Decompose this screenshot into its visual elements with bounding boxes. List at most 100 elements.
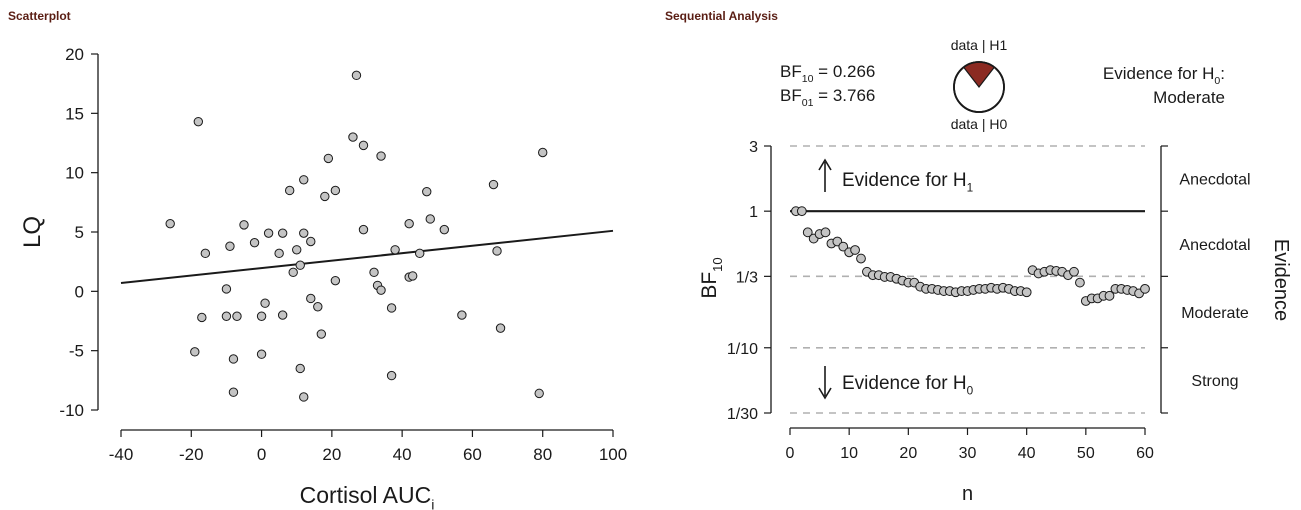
sequential-analysis-title: Sequential Analysis — [665, 9, 778, 23]
arrow-up-head — [818, 158, 832, 171]
x-tick-label: 80 — [533, 445, 552, 464]
scatter-point — [492, 246, 502, 256]
y-tick-label: 20 — [65, 45, 84, 64]
scatter-point — [330, 275, 341, 286]
bf-point — [850, 245, 860, 255]
x-tick-label: 100 — [599, 445, 627, 464]
y-tick-label: 0 — [75, 282, 84, 301]
pie-outline — [953, 61, 1005, 113]
x-tick-label: -40 — [109, 445, 134, 464]
scatter-point — [488, 179, 499, 190]
x-tick-label: 20 — [322, 445, 341, 464]
scatter-point — [232, 311, 242, 321]
scatter-point — [299, 392, 309, 402]
y-tick-label: 15 — [65, 104, 84, 123]
scatter-point — [306, 293, 316, 304]
scatter-point — [439, 224, 450, 235]
bf-point — [796, 206, 807, 217]
scatter-point — [386, 370, 397, 381]
scatter-point — [193, 116, 204, 127]
scatter-point — [299, 175, 309, 185]
scatter-point — [320, 191, 330, 202]
scatter-point — [260, 298, 270, 308]
bf-point — [1021, 287, 1032, 298]
scatter-plot-area — [91, 53, 614, 437]
scatter-point — [256, 349, 267, 359]
scatter-point — [200, 248, 211, 259]
regression-line — [120, 229, 614, 285]
bf-point — [1140, 283, 1150, 294]
scatter-point — [376, 151, 386, 161]
x-tick-label: 40 — [393, 445, 412, 464]
scatter-point — [457, 310, 467, 320]
evidence-conclusion-line2: Moderate — [1153, 88, 1225, 107]
scatter-point — [351, 70, 362, 81]
bf-point — [820, 227, 831, 238]
scatter-point — [404, 218, 414, 229]
y-tick-label: -10 — [59, 401, 84, 420]
y-axis-label: LQ — [19, 216, 46, 248]
scatter-point — [534, 388, 544, 399]
scatter-point — [295, 363, 305, 374]
evidence-category-label: Moderate — [1181, 305, 1249, 322]
bf10-value: BF10 = 0.266 — [780, 62, 875, 85]
bf-point — [838, 241, 849, 252]
scatter-point — [390, 245, 400, 255]
scatter-point — [239, 220, 249, 230]
scatter-point — [277, 228, 288, 238]
scatter-point — [288, 267, 298, 278]
n-tick-label: 30 — [959, 445, 977, 462]
sequential-plot-area — [764, 61, 1168, 435]
bf-point — [1104, 290, 1115, 301]
scatter-point — [256, 311, 267, 321]
x-tick-label: -20 — [179, 445, 204, 464]
scatter-point — [538, 147, 548, 158]
y-tick-label: 10 — [65, 164, 84, 183]
n-tick-label: 50 — [1077, 445, 1095, 462]
evidence-h1-label: Evidence for H1 — [842, 170, 973, 194]
scatter-point — [228, 354, 239, 364]
n-tick-label: 40 — [1018, 445, 1036, 462]
n-axis-label: n — [962, 483, 973, 505]
bf-y-tick-label: 1/30 — [727, 406, 758, 423]
scatter-point — [415, 248, 425, 259]
x-tick-label: 60 — [463, 445, 482, 464]
scatter-point — [369, 267, 379, 278]
n-tick-label: 0 — [786, 445, 795, 462]
scatter-point — [316, 329, 327, 339]
scatter-point — [386, 303, 397, 313]
y-tick-label: 5 — [75, 223, 84, 242]
bf-axis-label: BF10 — [698, 257, 725, 298]
scatter-point — [295, 260, 305, 270]
scatter-point — [225, 241, 235, 251]
bf-y-tick-label: 1/3 — [736, 269, 758, 286]
scatter-point — [190, 347, 200, 357]
scatter-point — [348, 132, 358, 142]
x-tick-label: 0 — [257, 445, 266, 464]
scatter-point — [407, 271, 418, 281]
evidence-conclusion-line1: Evidence for H0: — [1103, 64, 1225, 87]
scatter-point — [330, 185, 341, 196]
n-tick-label: 60 — [1136, 445, 1154, 462]
bf01-value: BF01 = 3.766 — [780, 86, 875, 109]
scatter-point — [299, 228, 309, 238]
scatter-point — [165, 218, 175, 229]
bf-y-tick-label: 1 — [749, 204, 758, 221]
scatter-point — [425, 214, 435, 224]
scatter-point — [197, 312, 207, 323]
scatterplot-title: Scatterplot — [8, 9, 71, 23]
bf-y-tick-label: 3 — [749, 139, 758, 156]
bf-y-tick-label: 1/10 — [727, 341, 758, 358]
scatter-point — [323, 153, 334, 164]
pie-top-label: data | H1 — [951, 37, 1008, 53]
scatter-point — [277, 310, 288, 320]
arrow-down-head — [818, 387, 832, 400]
pie-bottom-label: data | H0 — [951, 116, 1008, 132]
evidence-category-label: Strong — [1191, 373, 1238, 390]
bf-point — [1075, 277, 1085, 288]
scatter-point — [376, 285, 386, 295]
scatter-point — [228, 387, 239, 397]
scatter-point — [358, 140, 369, 151]
evidence-category-label: Anecdotal — [1179, 237, 1250, 254]
